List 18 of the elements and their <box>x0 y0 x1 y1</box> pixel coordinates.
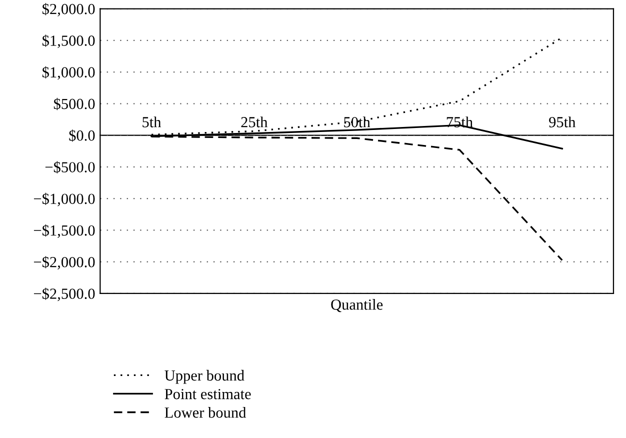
y-tick-label: $2,000.0 <box>42 3 95 16</box>
y-tick-label: −$2,000.0 <box>34 256 95 270</box>
x-tick-label: 95th <box>549 116 576 128</box>
legend-label: Lower bound <box>164 407 246 418</box>
legend-label: Upper bound <box>164 370 244 384</box>
x-tick-label: 5th <box>142 116 162 128</box>
y-tick-label: $500.0 <box>54 98 95 110</box>
y-tick-label: −$1,500.0 <box>34 224 95 238</box>
legend-label: Point estimate <box>164 388 251 400</box>
x-tick-label: 50th <box>344 116 370 128</box>
y-tick-label: −$1,000.0 <box>34 192 95 206</box>
x-tick-label: 25th <box>241 116 268 128</box>
y-tick-label: $1,500.0 <box>42 34 95 48</box>
x-axis-title: Quantile <box>331 299 383 312</box>
y-tick-label: −$500.0 <box>45 161 95 174</box>
y-tick-label: $0.0 <box>69 130 95 142</box>
y-tick-label: $1,000.0 <box>42 66 95 80</box>
y-tick-label: −$2,500.0 <box>34 288 95 302</box>
